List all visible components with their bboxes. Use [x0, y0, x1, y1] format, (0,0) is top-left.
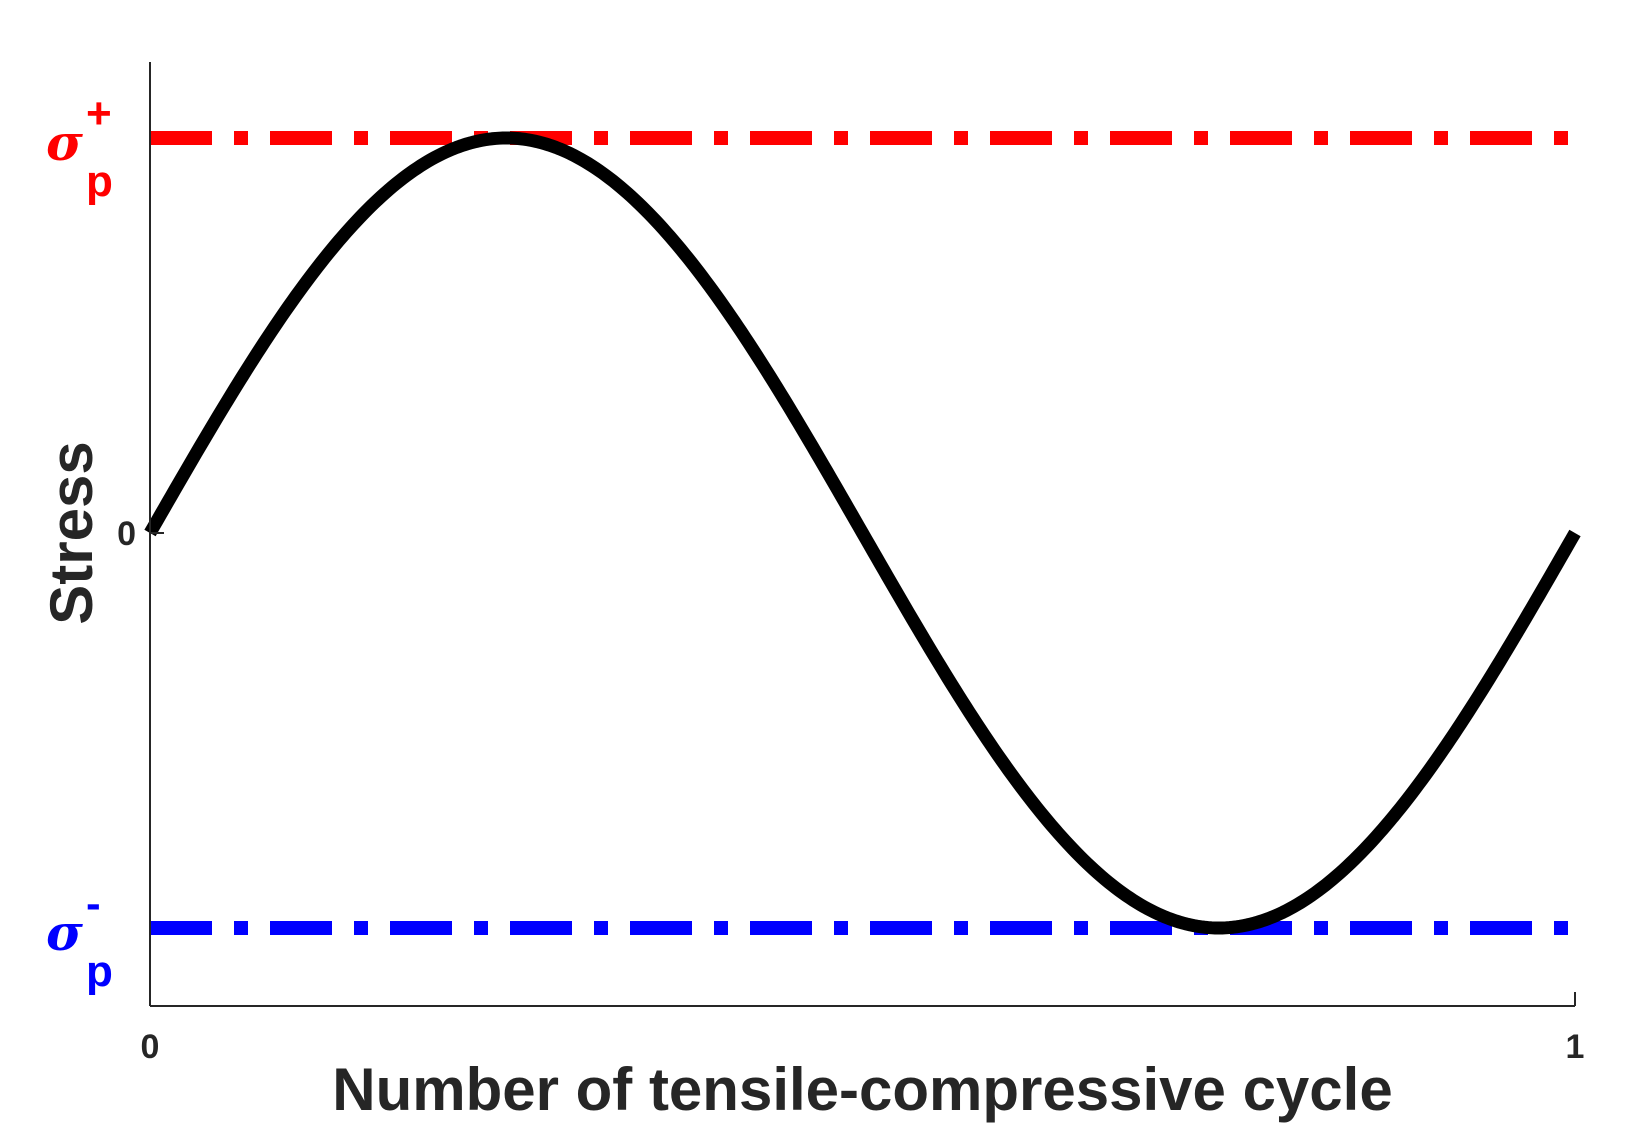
x-tick-label: 1 — [1566, 1028, 1585, 1066]
y-tick-label: 0 — [117, 515, 136, 553]
reference-label-lower: σp - — [46, 879, 113, 996]
reference-label-subscript: p — [86, 947, 113, 996]
reference-label-sigma: σ — [46, 903, 83, 962]
reference-label-subscript: p — [86, 157, 113, 206]
x-tick-label: 0 — [141, 1028, 160, 1066]
reference-label-superscript: + — [86, 89, 112, 138]
series-layer — [144, 131, 1581, 935]
x-axis-title: Number of tensile-compressive cycle — [332, 1056, 1392, 1123]
series-line-0 — [144, 131, 1581, 935]
y-axis-title: Stress — [38, 441, 105, 624]
reference-label-superscript: - — [86, 879, 101, 928]
reference-label-upper: σp + — [46, 89, 113, 206]
reference-label-sigma: σ — [46, 113, 83, 172]
axes-layer — [149, 62, 1576, 1007]
